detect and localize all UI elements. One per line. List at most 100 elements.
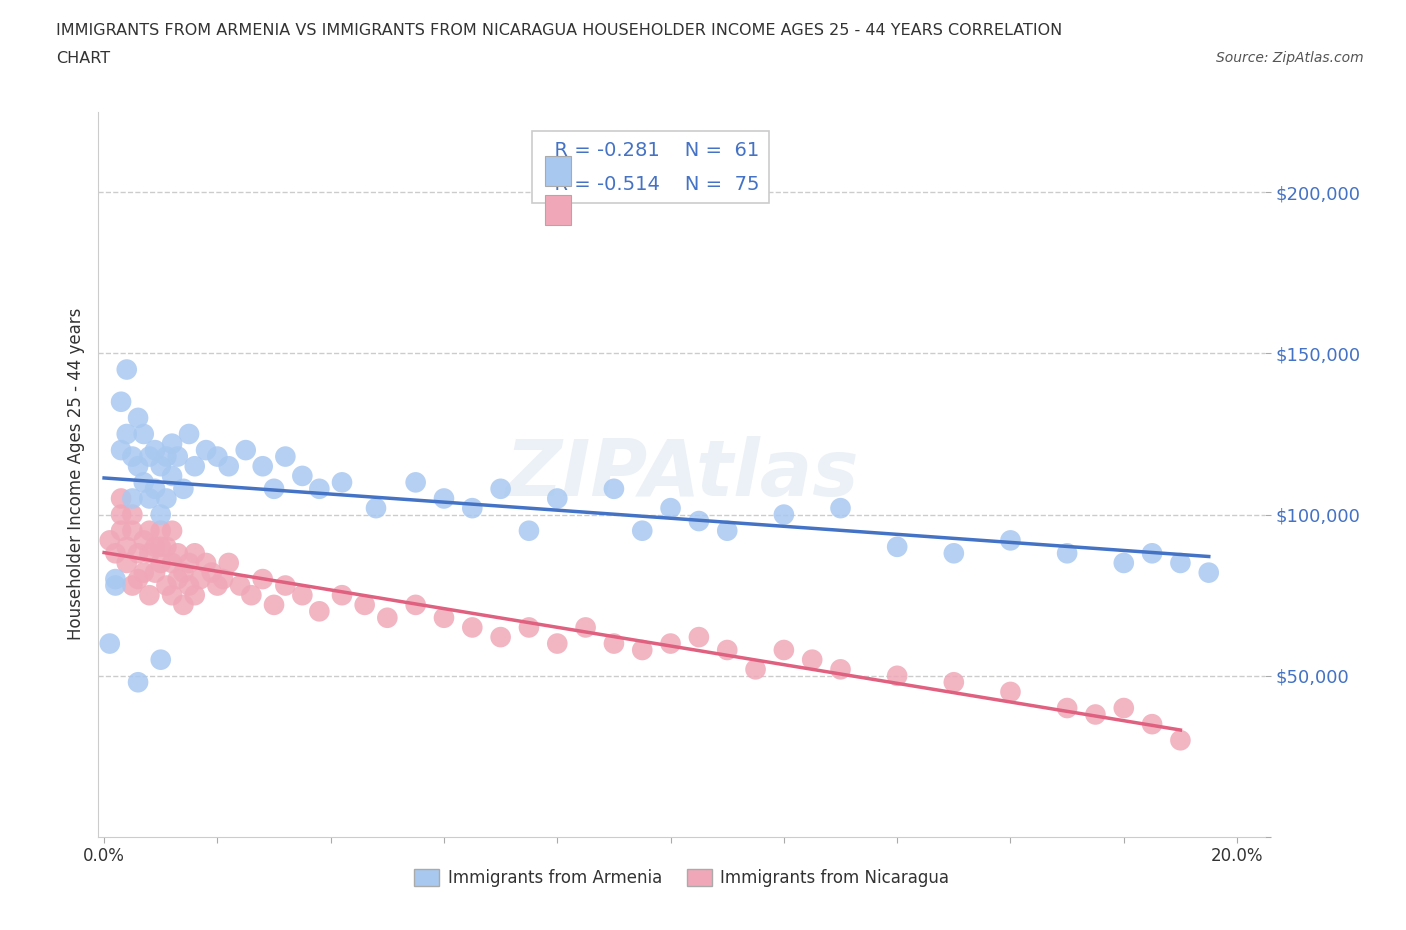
Point bbox=[659, 500, 682, 515]
Point bbox=[149, 539, 172, 554]
Point bbox=[127, 458, 149, 473]
Point bbox=[138, 524, 160, 538]
Point bbox=[1170, 555, 1192, 570]
Point bbox=[166, 546, 188, 561]
Point bbox=[218, 555, 240, 570]
Point bbox=[801, 652, 824, 667]
Point bbox=[143, 565, 166, 580]
Point bbox=[138, 588, 160, 603]
Point bbox=[149, 555, 172, 570]
Point bbox=[240, 588, 263, 603]
Point bbox=[149, 652, 172, 667]
Point bbox=[138, 491, 160, 506]
Point bbox=[308, 482, 330, 497]
Point bbox=[155, 449, 177, 464]
Point bbox=[364, 500, 387, 515]
Point bbox=[155, 491, 177, 506]
Point bbox=[160, 469, 183, 484]
Point bbox=[207, 578, 229, 593]
Point bbox=[160, 555, 183, 570]
Point bbox=[659, 636, 682, 651]
Point bbox=[942, 546, 965, 561]
Legend: Immigrants from Armenia, Immigrants from Nicaragua: Immigrants from Armenia, Immigrants from… bbox=[408, 862, 956, 894]
Point bbox=[183, 588, 205, 603]
Point bbox=[405, 475, 427, 490]
FancyBboxPatch shape bbox=[546, 195, 571, 225]
Point bbox=[132, 427, 155, 442]
Point bbox=[177, 578, 200, 593]
Point bbox=[132, 475, 155, 490]
Point bbox=[405, 597, 427, 612]
Point bbox=[166, 449, 188, 464]
Point bbox=[1000, 533, 1022, 548]
Point bbox=[433, 610, 456, 625]
Point bbox=[138, 546, 160, 561]
Point bbox=[121, 449, 143, 464]
Point bbox=[195, 555, 218, 570]
Point bbox=[274, 578, 297, 593]
Point bbox=[138, 449, 160, 464]
Point bbox=[489, 630, 512, 644]
Point bbox=[603, 636, 626, 651]
Point bbox=[98, 636, 121, 651]
Point bbox=[143, 539, 166, 554]
Point bbox=[291, 588, 314, 603]
Point bbox=[110, 491, 132, 506]
Point bbox=[517, 524, 540, 538]
Point bbox=[291, 469, 314, 484]
Point bbox=[110, 443, 132, 458]
Point bbox=[1056, 700, 1078, 715]
Point bbox=[160, 588, 183, 603]
Point bbox=[517, 620, 540, 635]
Point bbox=[218, 458, 240, 473]
Point bbox=[183, 546, 205, 561]
Text: Source: ZipAtlas.com: Source: ZipAtlas.com bbox=[1216, 51, 1364, 65]
Point bbox=[155, 539, 177, 554]
Point bbox=[177, 555, 200, 570]
Point bbox=[155, 578, 177, 593]
Point bbox=[104, 578, 127, 593]
Point bbox=[546, 491, 568, 506]
Point bbox=[115, 362, 138, 377]
Point bbox=[252, 572, 274, 587]
Point bbox=[461, 620, 484, 635]
Point bbox=[160, 436, 183, 451]
Point bbox=[1112, 555, 1135, 570]
Point bbox=[172, 597, 194, 612]
Point bbox=[330, 475, 353, 490]
Point bbox=[375, 610, 398, 625]
Point bbox=[132, 565, 155, 580]
Point bbox=[127, 572, 149, 587]
Point bbox=[110, 394, 132, 409]
Point bbox=[98, 533, 121, 548]
Point bbox=[330, 588, 353, 603]
Point bbox=[886, 539, 908, 554]
Point bbox=[104, 572, 127, 587]
Point bbox=[274, 449, 297, 464]
Text: R = -0.281    N =  61
  R = -0.514    N =  75: R = -0.281 N = 61 R = -0.514 N = 75 bbox=[541, 140, 759, 193]
Point bbox=[149, 458, 172, 473]
Point bbox=[263, 597, 285, 612]
Text: IMMIGRANTS FROM ARMENIA VS IMMIGRANTS FROM NICARAGUA HOUSEHOLDER INCOME AGES 25 : IMMIGRANTS FROM ARMENIA VS IMMIGRANTS FR… bbox=[56, 23, 1063, 38]
Point bbox=[308, 604, 330, 618]
Point bbox=[121, 524, 143, 538]
FancyBboxPatch shape bbox=[546, 156, 571, 186]
Point bbox=[1140, 717, 1163, 732]
Point bbox=[1056, 546, 1078, 561]
Point bbox=[110, 524, 132, 538]
Point bbox=[263, 482, 285, 497]
Point bbox=[631, 524, 654, 538]
Point bbox=[489, 482, 512, 497]
Point bbox=[110, 507, 132, 522]
Point bbox=[1084, 707, 1107, 722]
Point bbox=[433, 491, 456, 506]
Point bbox=[115, 555, 138, 570]
Y-axis label: Householder Income Ages 25 - 44 years: Householder Income Ages 25 - 44 years bbox=[66, 308, 84, 641]
Point bbox=[603, 482, 626, 497]
Point bbox=[575, 620, 598, 635]
Point bbox=[631, 643, 654, 658]
Point bbox=[132, 533, 155, 548]
Point bbox=[177, 427, 200, 442]
Point bbox=[183, 458, 205, 473]
Point bbox=[1198, 565, 1220, 580]
